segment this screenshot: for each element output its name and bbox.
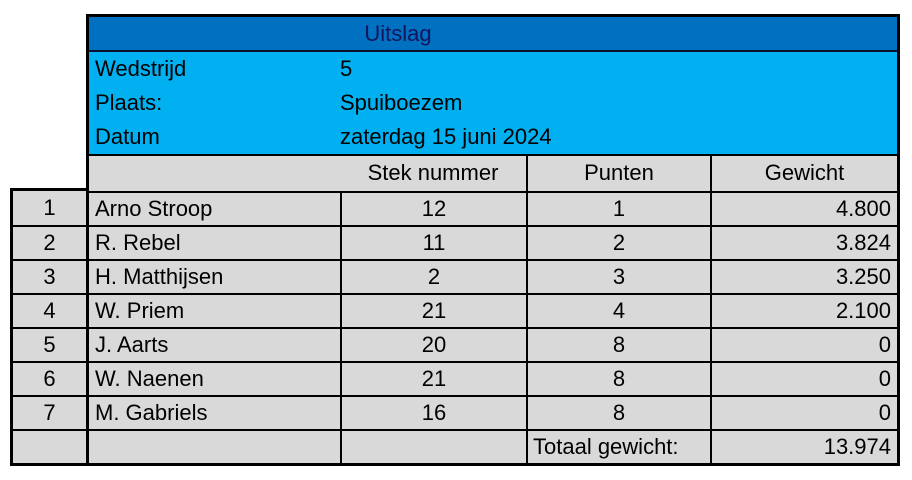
name-cell: M. Gabriels [95, 400, 208, 425]
info-row-datum: Datum zaterdag 15 juni 2024 [89, 120, 897, 154]
gewicht-cell: 4.800 [710, 193, 897, 225]
info-label: Wedstrijd [95, 56, 187, 81]
stek-cell: 16 [340, 397, 526, 429]
info-row-wedstrijd: Wedstrijd 5 [89, 52, 897, 86]
rank-cell: 5 [13, 327, 86, 361]
rank-cell: 2 [13, 225, 86, 259]
info-row-plaats: Plaats: Spuiboezem [89, 86, 897, 120]
table-row: H. Matthijsen 2 3 3.250 [89, 259, 897, 293]
name-cell: H. Matthijsen [95, 264, 224, 289]
table-row: R. Rebel 11 2 3.824 [89, 225, 897, 259]
punten-cell: 4 [526, 295, 710, 327]
total-row: Totaal gewicht: 13.974 [89, 429, 897, 463]
info-value: 5 [340, 56, 353, 81]
col-header-stek: Stek nummer [367, 160, 499, 185]
table-row: Arno Stroop 12 1 4.800 [89, 191, 897, 225]
rank-cell: 1 [43, 195, 56, 220]
col-header-name-spacer [89, 156, 340, 191]
name-cell: R. Rebel [95, 230, 181, 255]
info-label: Datum [95, 124, 160, 149]
rank-cell: 7 [13, 395, 86, 429]
rank-cell-empty [13, 429, 86, 463]
info-value: Spuiboezem [340, 90, 463, 115]
name-cell: Arno Stroop [95, 196, 213, 221]
gewicht-cell: 0 [710, 363, 897, 395]
name-cell: J. Aarts [95, 332, 169, 357]
table-row: W. Naenen 21 8 0 [89, 361, 897, 395]
punten-cell: 8 [526, 329, 710, 361]
stek-cell: 2 [340, 261, 526, 293]
table-row: M. Gabriels 16 8 0 [89, 395, 897, 429]
match-info-block: Wedstrijd 5 Plaats: Spuiboezem Datum zat… [89, 52, 897, 156]
col-header-punten: Punten [526, 156, 710, 191]
rank-cell: 3 [13, 259, 86, 293]
info-value: zaterdag 15 juni 2024 [340, 124, 552, 149]
stek-cell: 20 [340, 329, 526, 361]
table-row: W. Priem 21 4 2.100 [89, 293, 897, 327]
column-header-row: Stek nummer Punten Gewicht [89, 156, 897, 191]
col-header-gewicht: Gewicht [710, 156, 897, 191]
punten-cell: 8 [526, 363, 710, 395]
gewicht-cell: 3.824 [710, 227, 897, 259]
gewicht-cell: 2.100 [710, 295, 897, 327]
page-title: Uitslag [364, 21, 432, 46]
stek-cell: 21 [340, 363, 526, 395]
info-label: Plaats: [95, 90, 163, 115]
stek-cell: 11 [340, 227, 526, 259]
name-cell: W. Naenen [95, 366, 204, 391]
title-bar: Uitslag [89, 17, 897, 52]
rank-cell: 6 [13, 361, 86, 395]
name-cell: W. Priem [95, 298, 185, 323]
stek-cell-empty [340, 431, 526, 463]
punten-cell: 1 [526, 193, 710, 225]
stek-cell: 12 [340, 193, 526, 225]
rank-cell: 4 [13, 293, 86, 327]
punten-cell: 8 [526, 397, 710, 429]
results-table: Uitslag Wedstrijd 5 Plaats: Spuiboezem D… [86, 14, 900, 466]
gewicht-cell: 0 [710, 329, 897, 361]
total-value: 13.974 [710, 431, 897, 463]
punten-cell: 3 [526, 261, 710, 293]
rank-column: 1 2 3 4 5 6 7 [10, 188, 86, 466]
gewicht-cell: 3.250 [710, 261, 897, 293]
gewicht-cell: 0 [710, 397, 897, 429]
punten-cell: 2 [526, 227, 710, 259]
table-row: J. Aarts 20 8 0 [89, 327, 897, 361]
total-label: Totaal gewicht: [526, 431, 710, 463]
name-cell-empty [89, 431, 340, 463]
stek-cell: 21 [340, 295, 526, 327]
